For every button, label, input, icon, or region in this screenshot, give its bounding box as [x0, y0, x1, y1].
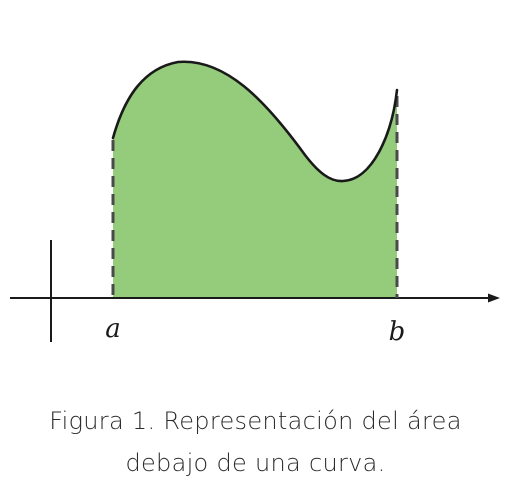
area-under-curve-diagram: a b [10, 60, 500, 347]
label-a: a [105, 314, 121, 344]
curve [111, 60, 399, 183]
x-axis-arrowhead [488, 293, 500, 303]
figure-caption: Figura 1. Representación del área debajo… [0, 400, 511, 484]
label-b: b [389, 317, 406, 347]
caption-line-2: debajo de una curva. [125, 449, 386, 477]
caption-line-1: Figura 1. Representación del área [49, 407, 462, 435]
shaded-area [113, 61, 397, 298]
